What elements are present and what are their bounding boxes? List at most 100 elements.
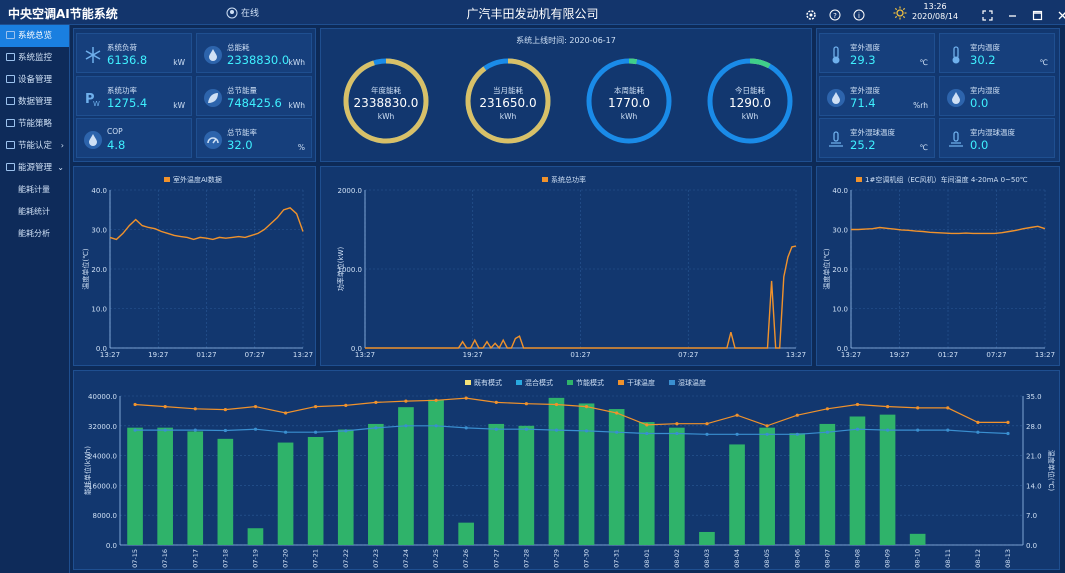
app-title: 中央空调AI节能系统 xyxy=(8,7,118,21)
overview-icon xyxy=(6,31,15,39)
gauge-unit: kWh xyxy=(377,112,395,121)
sidebar: 系统总览 系统监控 设备管理 数据管理 节能策略 节能认定 › 能源管理 ⌄ 能耗计… xyxy=(0,25,70,573)
card-unit: ℃ xyxy=(919,58,928,67)
datetime: 13:26 2020/08/14 xyxy=(912,2,958,22)
card-label: 室外温度 xyxy=(850,43,880,52)
gauge-label: 本周能耗 xyxy=(614,86,644,95)
sidebar-subitem-statistics[interactable]: 能耗统计 xyxy=(18,207,50,216)
sidebar-item-label: 节能认定 xyxy=(18,141,53,151)
energy-icon xyxy=(6,163,15,171)
status-text: 在线 xyxy=(241,9,260,19)
sidebar-item-data[interactable]: 数据管理 xyxy=(0,91,69,113)
sidebar-item-label: 节能策略 xyxy=(18,119,53,129)
card-label: 室外湿球温度 xyxy=(850,128,895,137)
summary-card: P W 系统功率 1275.4 kW xyxy=(76,76,192,116)
drop-icon xyxy=(203,45,223,65)
card-value: 4.8 xyxy=(107,138,126,152)
sidebar-item-label: 设备管理 xyxy=(18,75,53,85)
card-value: 25.2 xyxy=(850,138,876,152)
info-icon[interactable]: i xyxy=(853,6,865,21)
sidebar-item-label: 系统监控 xyxy=(18,53,53,63)
summary-card: 总节能率 32.0% xyxy=(196,118,312,158)
card-value: 1275.4 xyxy=(107,96,148,110)
environment-card: 室内温度 30.2 ℃ xyxy=(939,33,1055,73)
settings-icon[interactable] xyxy=(805,6,817,20)
environment-card: 室内湿球温度 0.0 xyxy=(939,118,1055,158)
card-value: 71.4 xyxy=(850,96,876,110)
date-text: 2020/08/14 xyxy=(912,12,959,21)
sidebar-item-monitor[interactable]: 系统监控 xyxy=(0,47,69,69)
sidebar-item-label: 系统总览 xyxy=(18,31,53,41)
monitor-icon xyxy=(6,53,15,61)
gauge-label: 年度能耗 xyxy=(371,86,401,95)
top-bar: 中央空调AI节能系统 在线 广汽丰田发动机有限公司 ? i 13:26 2020/… xyxy=(0,0,1065,25)
gauge-label: 今日能耗 xyxy=(735,86,765,95)
maximize-icon[interactable] xyxy=(1032,6,1043,25)
svg-text:P: P xyxy=(85,92,95,107)
card-label: 总节能量 xyxy=(227,86,257,95)
sidebar-item-energy[interactable]: 能源管理 ⌄ xyxy=(0,157,69,179)
sun-icon xyxy=(893,5,907,24)
daily-energy-chart-panel xyxy=(73,370,1060,570)
wetbulb-icon xyxy=(946,130,966,150)
chevron-down-icon: ⌄ xyxy=(57,163,64,172)
card-unit: kW xyxy=(173,101,185,110)
minimize-icon[interactable] xyxy=(1007,6,1018,25)
time-text: 13:26 xyxy=(923,2,947,11)
gauge-ring xyxy=(586,58,672,144)
drop-icon xyxy=(83,130,103,150)
card-unit: % xyxy=(297,143,305,152)
card-unit: kWh xyxy=(288,101,305,110)
online-since-title: 系统上线时间: 2020-06-17 xyxy=(516,36,616,45)
card-label: 系统功率 xyxy=(107,86,137,95)
card-label: 室内温度 xyxy=(970,43,1000,52)
outdoor-temp-chart-panel xyxy=(73,166,316,366)
card-unit: kWh xyxy=(288,58,305,67)
svg-text:?: ? xyxy=(833,12,837,20)
card-value: 6136.8 xyxy=(107,53,148,67)
card-label: 系统负荷 xyxy=(107,43,137,52)
system-power-chart-panel xyxy=(320,166,812,366)
drop-icon xyxy=(946,88,966,108)
environment-card: 室内湿度 0.0 xyxy=(939,76,1055,116)
gauge-label: 当月能耗 xyxy=(493,86,523,95)
card-value: 29.3 xyxy=(850,53,876,67)
workshop-temp-chart-panel xyxy=(816,166,1060,366)
device-icon xyxy=(6,75,15,83)
svg-text:i: i xyxy=(858,12,860,20)
gauge-ring xyxy=(707,58,793,144)
fullscreen-icon[interactable] xyxy=(982,6,993,25)
thermometer-icon xyxy=(946,45,966,65)
sidebar-subitem-analysis[interactable]: 能耗分析 xyxy=(18,229,50,238)
card-value: 748425.6 xyxy=(227,96,282,110)
help-icon[interactable]: ? xyxy=(829,6,841,21)
close-icon[interactable] xyxy=(1057,6,1065,25)
gauge-value: 1290.0 xyxy=(729,96,771,110)
sidebar-item-label: 能源管理 xyxy=(18,163,53,173)
gauge-ring xyxy=(465,58,551,144)
gauge-unit: kWh xyxy=(741,112,759,121)
strategy-icon xyxy=(6,119,15,127)
card-value: 32.0 xyxy=(227,138,253,152)
card-label: 总节能率 xyxy=(227,128,257,137)
drop-icon xyxy=(826,88,846,108)
gauge-unit: kWh xyxy=(499,112,517,121)
sidebar-item-overview[interactable]: 系统总览 xyxy=(0,25,69,47)
card-label: COP xyxy=(107,127,123,136)
gauge-icon xyxy=(203,130,223,150)
sidebar-item-device[interactable]: 设备管理 xyxy=(0,69,69,91)
sidebar-item-strategy[interactable]: 节能策略 xyxy=(0,113,69,135)
card-unit: ℃ xyxy=(1039,58,1048,67)
summary-card: COP 4.8 xyxy=(76,118,192,158)
card-unit: kW xyxy=(173,58,185,67)
sidebar-subitem-metering[interactable]: 能耗计量 xyxy=(18,185,50,194)
environment-card: 室外温度 29.3 ℃ xyxy=(819,33,935,73)
sidebar-item-certify[interactable]: 节能认定 › xyxy=(0,135,69,157)
card-value: 0.0 xyxy=(970,138,989,152)
snowflake-icon xyxy=(83,45,103,65)
wetbulb-icon xyxy=(826,130,846,150)
certify-icon xyxy=(6,141,15,149)
gauge-value: 1770.0 xyxy=(608,96,650,110)
gauge-unit: kWh xyxy=(620,112,638,121)
